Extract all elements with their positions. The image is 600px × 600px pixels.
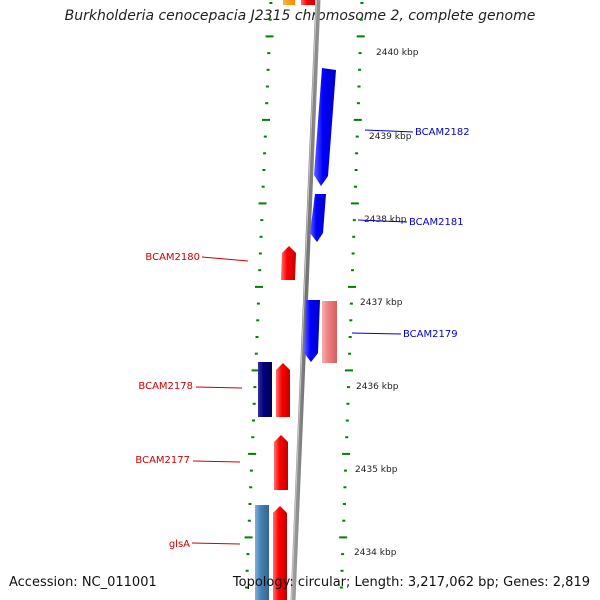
gene-bcam2182-arrow [314,68,336,186]
scale-label-2437: 2437 kbp [360,298,403,308]
gene-label-glsa: glsA [169,539,190,550]
gene-label-bcam2178: BCAM2178 [138,381,193,392]
gene-label-bcam2180: BCAM2180 [145,252,200,263]
gene-glsa-arrow [273,506,287,600]
steel-feature [255,505,269,600]
scale-label-2434: 2434 kbp [354,548,397,558]
partial-feature-red-top [301,0,315,5]
gene-bcam2178-arrow [276,363,290,417]
gene-label-bcam2182: BCAM2182 [415,127,470,138]
scale-label-2436: 2436 kbp [356,382,399,392]
leader-bcam2180 [201,256,249,262]
leader-bcam2178 [195,386,243,389]
leader-bcam2181 [357,219,408,223]
map-title: Burkholderia cenocepacia J2315 chromosom… [64,8,536,24]
leader-bcam2179 [351,332,402,335]
leader-bcam2177 [192,460,241,463]
gene-label-bcam2177: BCAM2177 [135,455,190,466]
leader-bcam2182 [364,129,414,133]
leader-glsa [191,542,241,545]
tick-ring-inner [244,2,274,589]
backbone-highlight [291,0,317,600]
summary-text: Topology: circular; Length: 3,217,062 bp… [232,575,590,590]
dark-feature [258,362,272,417]
gene-bcam2179-arrow [304,300,320,362]
scale-label-2438: 2438 kbp [364,215,407,225]
tick-ring-outer [339,2,365,589]
scale-label-2440: 2440 kbp [376,48,419,58]
chromosome-backbone [290,0,321,600]
partial-feature-orange [283,0,295,5]
scale-label-2439: 2439 kbp [369,132,412,142]
gene-bcam2177-arrow [274,435,288,490]
gene-label-bcam2179: BCAM2179 [403,329,458,340]
gene-label-bcam2181: BCAM2181 [409,217,464,228]
gene-bcam2181-arrow [310,194,326,242]
gene-bcam2180-arrow [281,246,296,280]
rna-feature [322,301,337,363]
accession-text: Accession: NC_011001 [9,575,157,590]
scale-label-2435: 2435 kbp [355,465,398,475]
